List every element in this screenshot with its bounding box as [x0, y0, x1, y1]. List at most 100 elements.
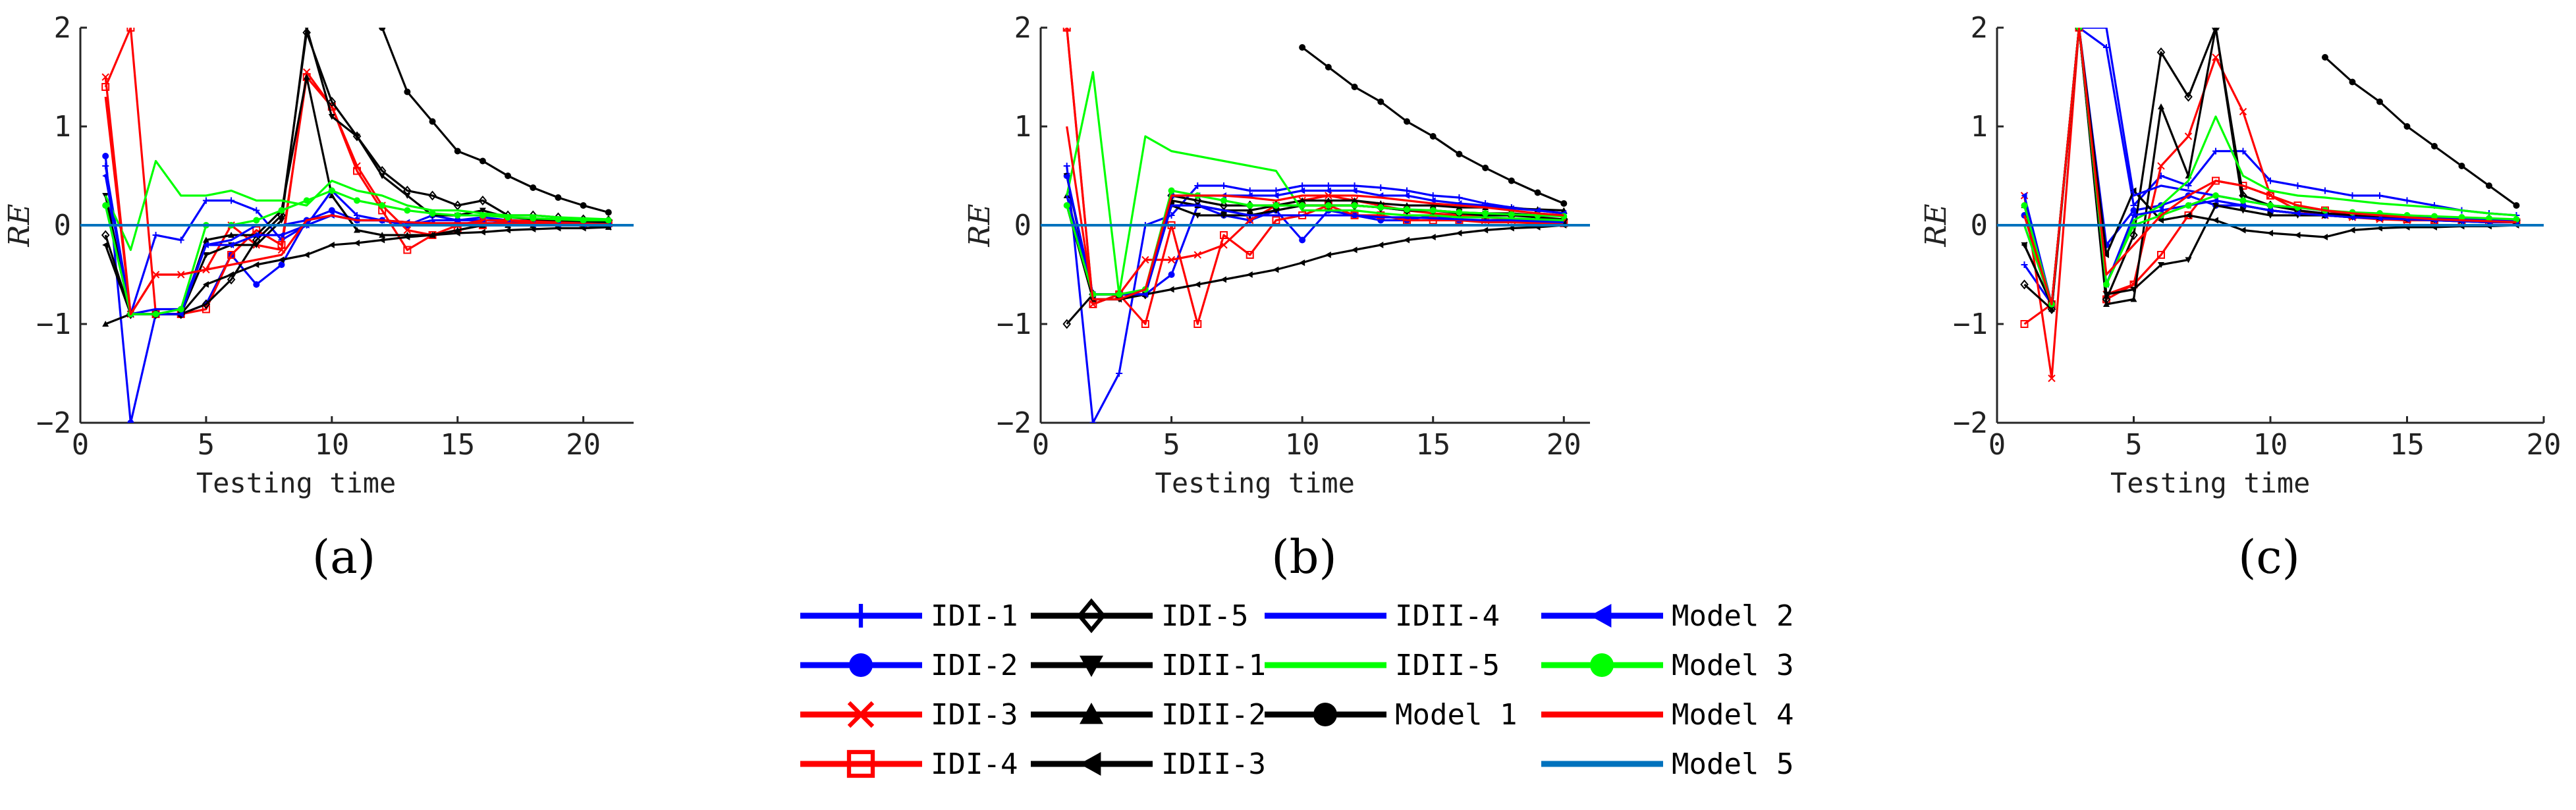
panel-3-point-idi-1 [2294, 182, 2301, 189]
panel-1-point-idii-3 [328, 242, 335, 248]
panel-3-point-idi-1 [2239, 148, 2247, 155]
legend-marker [849, 653, 873, 677]
panel-3-point-model-3 [2185, 202, 2192, 209]
legend-label: IDI-3 [931, 698, 1018, 732]
panel-2-point-idii-1 [1220, 213, 1227, 219]
panel-1-point-model-3 [505, 214, 512, 221]
panel-3-series-idii-1 [2023, 28, 2517, 306]
panel-1-point-idi-4 [101, 83, 110, 91]
panel-1-point-idii-2 [102, 321, 109, 327]
legend-entry-idii-3: IDII-3 [1031, 747, 1266, 781]
legend-label: IDII-4 [1395, 599, 1500, 633]
panel-2-series-idii-1 [1066, 175, 1564, 301]
panel-3-series-idii-4 [2023, 28, 2517, 306]
panel-2-point-model-1 [1560, 200, 1568, 207]
panel-3-point-model-1 [2376, 98, 2383, 105]
panel-3-point-model-3 [2513, 216, 2520, 223]
panel-2-point-model-3 [1273, 202, 1280, 209]
panel-2-point-idi-4 [1193, 320, 1202, 328]
panel-2-y-tick-label: −2 [997, 406, 1031, 440]
panel-1-series [80, 28, 634, 423]
panel-1-x-tick-label: 15 [440, 428, 475, 462]
legend-marker [1076, 598, 1107, 634]
panel-3-point-idi-1 [2376, 192, 2383, 199]
panel-2-point-idii-3 [1273, 266, 1279, 273]
panel-3-point-model-2 [2294, 210, 2301, 217]
panel-1-point-idi-2 [253, 281, 260, 288]
panel-1-point-model-1 [404, 88, 411, 95]
panel-3-point-idii-3 [2322, 234, 2328, 240]
panel-1-point-model-2 [177, 311, 184, 317]
panel-3-point-model-1 [2513, 202, 2520, 209]
panel-2-point-model-1 [1377, 98, 1384, 105]
panel-1-point-model-1 [580, 202, 587, 209]
panel-3-point-model-2 [2349, 214, 2355, 221]
panel-1-point-model-1 [605, 209, 612, 216]
panel-2-point-idii-3 [1220, 276, 1226, 283]
panel-3-point-idi-3 [2048, 374, 2056, 383]
panel-1-point-model-3 [454, 212, 461, 219]
panel-3-series-idii-2 [2023, 28, 2517, 311]
panel-3-point-idii-2 [2158, 103, 2164, 109]
panel-1-point-model-3 [530, 215, 537, 222]
panel-3-point-model-3 [2486, 215, 2492, 222]
legend-marker [1080, 752, 1101, 776]
panel-2-x-tick-label: 10 [1285, 428, 1320, 462]
legend-entry-idi-2: IDI-2 [800, 649, 1018, 682]
legend-marker [1313, 703, 1337, 726]
panel-2-point-idii-1 [1194, 213, 1201, 219]
panel-1-series-model-1 [381, 28, 609, 214]
panel-1-point-idii-1 [479, 207, 486, 214]
panel-2-point-model-1 [1456, 151, 1463, 157]
panel-3-x-tick-label: 5 [2125, 428, 2143, 462]
panel-2-series-idi-4 [1066, 28, 1564, 325]
panel-3-point-model-3 [2431, 213, 2438, 220]
panel-3-series-model-3 [2023, 28, 2517, 306]
panel-2-point-idi-2 [1168, 271, 1175, 278]
panel-1-point-idii-3 [303, 252, 310, 258]
panel-3-point-idii-1 [2185, 257, 2192, 263]
panel-3-y-tick-label: 2 [1971, 11, 1988, 45]
panel-2-x-tick-label: 20 [1547, 428, 1581, 462]
panel-2-point-idii-3 [1429, 234, 1436, 240]
panel-2-point-idi-1 [1404, 187, 1410, 194]
panel-3-point-idi-5 [2020, 279, 2029, 290]
panel-2-point-model-2 [1404, 192, 1410, 199]
legend-marker [846, 749, 875, 778]
legend-entry-idii-5: IDII-5 [1265, 649, 1500, 682]
panel-1-point-model-3 [102, 202, 109, 209]
legend-entry-model-3: Model 3 [1541, 649, 1794, 682]
panel-2-point-model-3 [1168, 187, 1175, 194]
panel-3-point-model-3 [2239, 197, 2247, 204]
panel-3-point-idi-3 [2184, 132, 2193, 140]
panel-1-point-idii-3 [278, 256, 285, 263]
panel-2-y-tick-label: 0 [1014, 209, 1032, 242]
panel-1-y-label: RE [3, 203, 36, 247]
panel-3-point-idii-3 [2185, 212, 2191, 219]
panel-3-series-idi-5 [2023, 28, 2517, 311]
panel-3-point-idi-2 [2130, 207, 2137, 214]
panel-1-point-idi-3 [403, 226, 412, 234]
panel-1-point-idii-3 [102, 242, 109, 248]
panel-1-x-tick-label: 10 [314, 428, 349, 462]
panel-2-y-tick-label: 1 [1014, 110, 1032, 144]
panel-2-point-idi-1 [1116, 370, 1123, 377]
panel-2-point-model-3 [1220, 197, 1227, 204]
panel-3-point-model-2 [2158, 207, 2164, 214]
panel-3-point-model-2 [2376, 215, 2382, 222]
panel-2-point-idii-3 [1168, 286, 1174, 293]
panel-2-point-model-1 [1534, 189, 1541, 196]
panel-3-point-idi-5 [2047, 304, 2056, 315]
panel-2-point-idi-1 [1325, 182, 1332, 189]
panel-3-y-tick-label: 1 [1971, 110, 1988, 144]
panel-2-point-idii-3 [1404, 236, 1410, 244]
panel-1-point-idii-3 [253, 261, 260, 268]
panel-2-point-model-2 [1325, 187, 1331, 194]
panel-1-point-idi-2 [102, 153, 109, 159]
panel-2-point-model-1 [1508, 177, 1515, 184]
panel-2-point-idi-1 [1089, 419, 1097, 423]
panel-3-x-tick-label: 20 [2527, 428, 2562, 462]
panel-3-point-idii-3 [2294, 232, 2301, 238]
panel-1-label: (a) [312, 530, 375, 584]
